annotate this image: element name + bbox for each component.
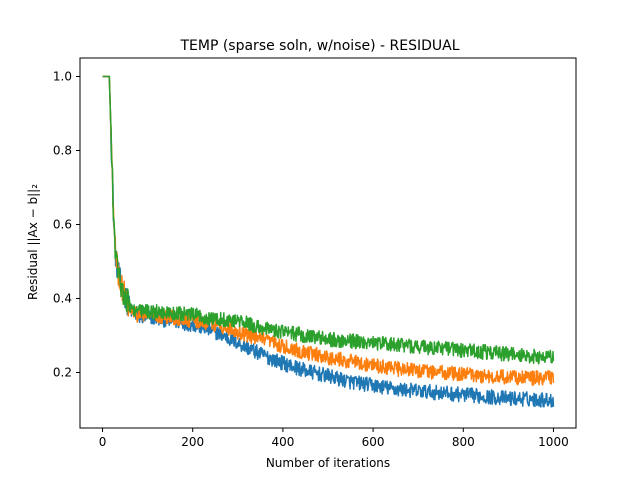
x-tick-label: 0 [99,435,107,449]
y-axis-ticks: 0.2 0.4 0.6 0.8 1.0 [53,70,80,380]
series-line-2 [102,75,555,386]
axes-frame [79,57,577,429]
plot-lines [102,75,555,408]
chart-title: TEMP (sparse soln, w/noise) - RESIDUAL [179,38,459,54]
x-tick-label: 800 [452,435,475,449]
x-axis-ticks: 0 200 400 600 800 1000 [99,428,569,449]
y-tick-label: 0.8 [53,144,72,158]
x-tick-label: 1000 [538,435,569,449]
y-tick-label: 0.4 [53,292,72,306]
y-tick-label: 0.2 [53,366,72,380]
y-tick-label: 1.0 [53,70,72,84]
x-tick-label: 400 [271,435,294,449]
y-axis-label: Residual ||Ax − b||₂ [26,184,40,300]
x-tick-label: 600 [362,435,385,449]
series-line-3 [102,75,555,365]
x-axis-label: Number of iterations [266,456,390,470]
y-tick-label: 0.6 [53,218,72,232]
x-tick-label: 200 [181,435,204,449]
